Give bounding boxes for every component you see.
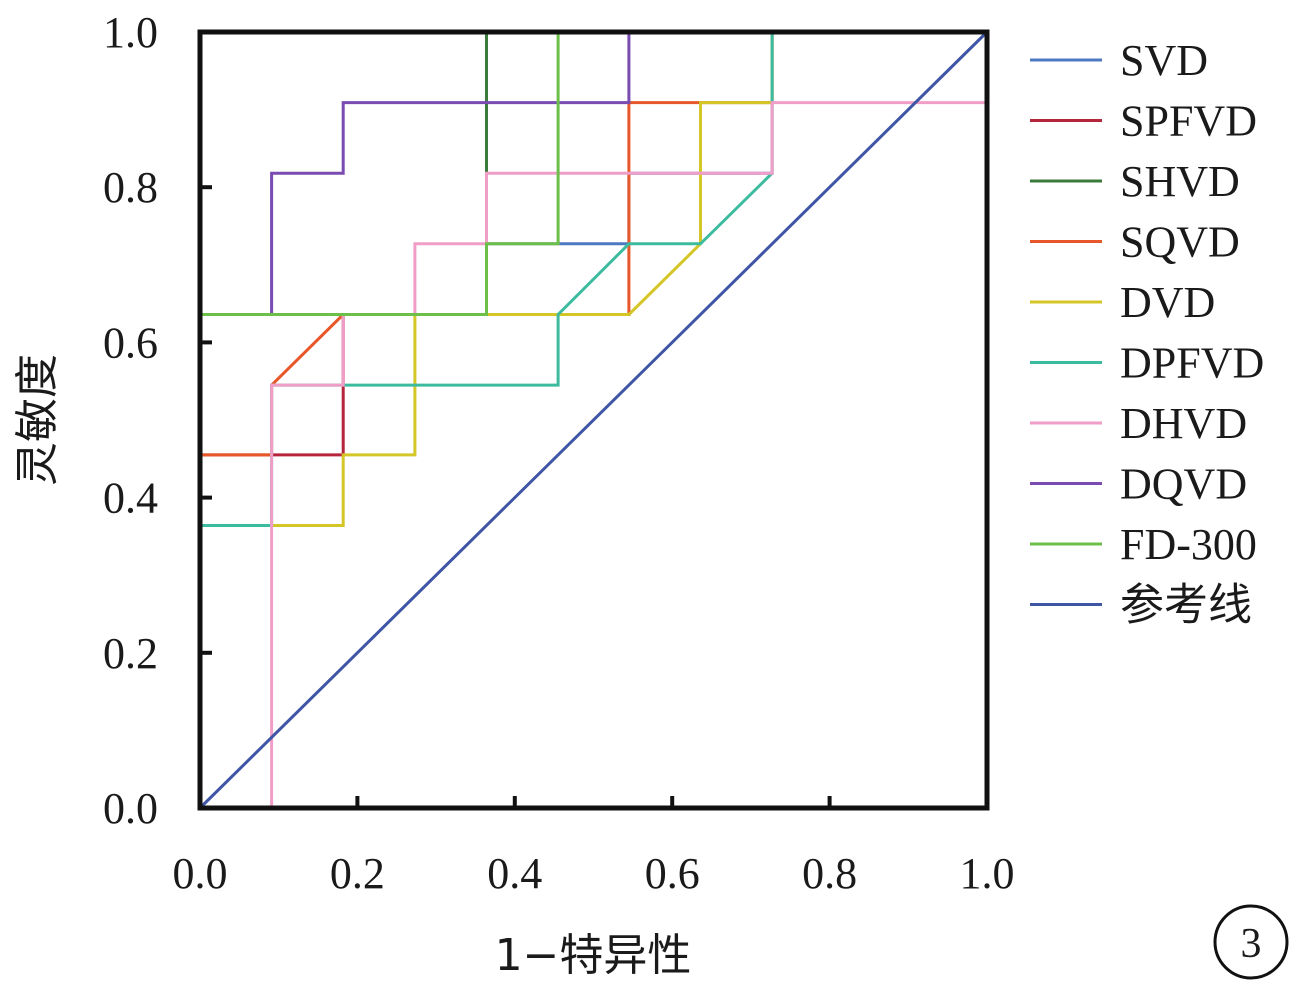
y-tick-label-5: 1.0 [103, 8, 158, 57]
legend-label-1: SPFVD [1120, 97, 1257, 146]
x-axis-title: 1−特异性 [495, 930, 692, 981]
legend-label-8: FD-300 [1120, 520, 1257, 569]
y-tick-label-2: 0.4 [103, 474, 158, 523]
x-tick-label-5: 1.0 [960, 849, 1015, 898]
panel-label-circle [1213, 904, 1289, 980]
legend: SVD SPFVD SHVD SQVD DVD DPFVD DHVD DQVD FD-300 参考… [1030, 36, 1264, 630]
panel-label: 3 [1241, 921, 1262, 967]
x-tick-label-0: 0.0 [173, 849, 228, 898]
y-tick-label-1: 0.2 [103, 629, 158, 678]
y-tick-label-4: 0.8 [103, 163, 158, 212]
series-layer [198, 30, 989, 810]
legend-label-0: SVD [1120, 36, 1208, 85]
plot-frame [197, 29, 990, 811]
series-line-9 [198, 30, 989, 810]
legend-label-4: DVD [1120, 278, 1215, 327]
legend-label-2: SHVD [1120, 157, 1240, 206]
x-tick-label-2: 0.4 [487, 849, 542, 898]
ticks-layer: 0.0 0.2 0.4 0.6 0.8 1.0 0.0 0.2 0.4 0.6 0.8 1.0 [103, 8, 1015, 898]
legend-label-6: DHVD [1120, 399, 1247, 448]
x-tick-label-3: 0.6 [645, 849, 700, 898]
legend-label-9: 参考线 [1120, 581, 1252, 630]
series-line-6 [200, 32, 989, 810]
x-tick-label-1: 0.2 [330, 849, 385, 898]
legend-label-3: SQVD [1120, 218, 1240, 267]
legend-label-5: DPFVD [1120, 339, 1264, 388]
y-tick-label-0: 0.0 [103, 784, 158, 833]
x-tick-label-4: 0.8 [802, 849, 857, 898]
legend-label-7: DQVD [1120, 460, 1247, 509]
y-tick-label-3: 0.6 [103, 318, 158, 367]
y-axis-title: 灵敏度 [12, 354, 63, 486]
